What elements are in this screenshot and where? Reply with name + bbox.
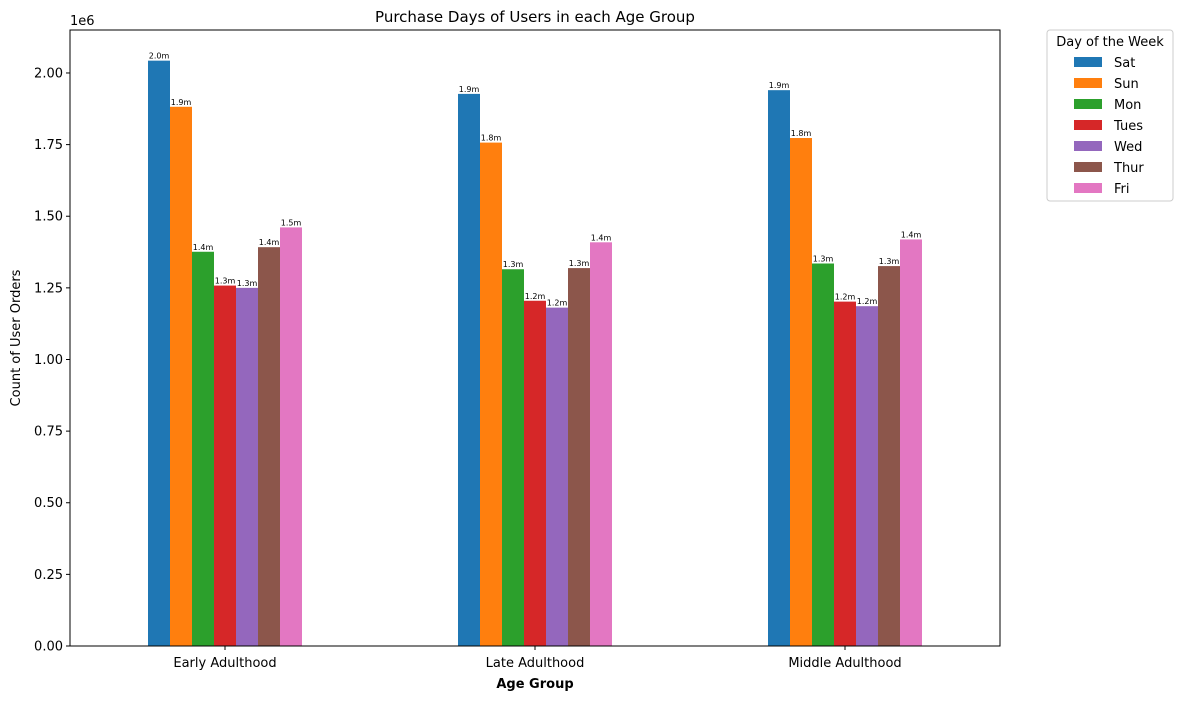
bar-labels-layer: 2.0m1.9m 1.9m1.9m1.8m1.8m1.4m1.3m1.3m1.3m… [149, 52, 922, 308]
y-axis: 0.00 0.25 0.50 0.75 1.00 1.25 1.50 1.75 2.00 [34, 66, 70, 655]
bar-value-label: 1.3m [813, 255, 834, 264]
bar-value-label: 1.4m [591, 233, 612, 242]
bar-value-label: 1.3m [215, 277, 236, 286]
legend-swatch-sat [1074, 57, 1102, 67]
legend-label-mon: Mon [1114, 98, 1141, 113]
y-tick-label: 0.75 [34, 425, 63, 440]
bar-tues [214, 285, 236, 646]
y-tick-label: 1.25 [34, 281, 63, 296]
bar-value-label: 1.3m [879, 257, 900, 266]
bar-value-label: 1.3m [503, 260, 524, 269]
legend-swatch-mon [1074, 99, 1102, 109]
bar-value-label: 1.2m [857, 297, 878, 306]
bar-sun [790, 138, 812, 646]
bar-thur [878, 266, 900, 646]
bar-wed [546, 307, 568, 646]
y-axis-label: Count of User Orders [9, 269, 24, 406]
legend-swatch-fri [1074, 183, 1102, 193]
legend-label-wed: Wed [1114, 140, 1142, 155]
legend-label-tues: Tues [1113, 119, 1143, 134]
y-tick-label: 2.00 [34, 66, 63, 81]
bar-value-label: 1.5m [281, 218, 302, 227]
legend-label-sun: Sun [1114, 77, 1139, 92]
bar-value-label: 1.9m [459, 85, 480, 94]
bar-wed [236, 287, 258, 646]
bar-sun [170, 106, 192, 647]
y-tick-label: 0.00 [34, 640, 63, 655]
legend: Day of the Week Sat Sun Mon Tues Wed Thur Fri [1046, 29, 1174, 202]
legend-swatch-sun [1074, 78, 1102, 88]
chart-title: Purchase Days of Users in each Age Group [375, 8, 695, 26]
bar-mon [192, 251, 214, 646]
x-tick-label: Early Adulthood [173, 656, 276, 671]
bar-value-label: 1.2m [547, 299, 568, 308]
bar-value-label: 1.9m [769, 81, 790, 90]
y-tick-label: 1.00 [34, 353, 63, 368]
bar-sat [458, 93, 480, 646]
bar-mon [502, 269, 524, 646]
bar-sat [768, 90, 790, 647]
legend-swatch-wed [1074, 141, 1102, 151]
legend-label-sat: Sat [1114, 56, 1135, 71]
bar-value-label: 1.8m [791, 129, 812, 138]
legend-box [1046, 29, 1174, 202]
bar-value-label: 1.2m [835, 293, 856, 302]
bar-tues [834, 301, 856, 646]
plot-area-frame [69, 29, 1001, 647]
legend-title: Day of the Week [1056, 35, 1164, 50]
bar-value-label: 2.0m [149, 52, 170, 61]
x-tick-label: Late Adulthood [486, 656, 585, 671]
x-tick-label: Middle Adulthood [788, 656, 901, 671]
bar-mon [812, 263, 834, 646]
bars-layer [148, 60, 922, 647]
legend-swatch-thur [1074, 162, 1102, 172]
legend-label-fri: Fri [1114, 182, 1130, 197]
bar-wed [856, 306, 878, 646]
bar-value-label: 1.4m [259, 238, 280, 247]
x-axis: Early Adulthood Late Adulthood Middle Adul… [173, 646, 902, 671]
x-axis-label: Age Group [496, 677, 573, 692]
bar-sun [480, 142, 502, 647]
bar-sat [148, 60, 170, 647]
bar-value-label: 1.4m [193, 243, 214, 252]
y-tick-label: 0.25 [34, 568, 63, 583]
bar-thur [258, 247, 280, 646]
bar-fri [280, 227, 302, 647]
bar-thur [568, 268, 590, 646]
bar-value-label: 1.4m [901, 230, 922, 239]
bar-fri [900, 239, 922, 646]
bar-value-label: 1.2m [525, 292, 546, 301]
legend-label-thur: Thur [1113, 161, 1144, 176]
bar-value-label: 1.3m [569, 259, 590, 268]
legend-swatch-tues [1074, 120, 1102, 130]
bar-fri [590, 242, 612, 646]
y-tick-label: 1.75 [34, 138, 63, 153]
bar-value-label: 1.3m [237, 279, 258, 288]
y-axis-offset-label: 1e6 [70, 14, 95, 29]
bar-value-label: 1.9m [171, 98, 192, 107]
y-tick-label: 0.50 [34, 496, 63, 511]
bar-tues [524, 300, 546, 646]
y-tick-label: 1.50 [34, 210, 63, 225]
bar-value-label: 1.8m [481, 134, 502, 143]
